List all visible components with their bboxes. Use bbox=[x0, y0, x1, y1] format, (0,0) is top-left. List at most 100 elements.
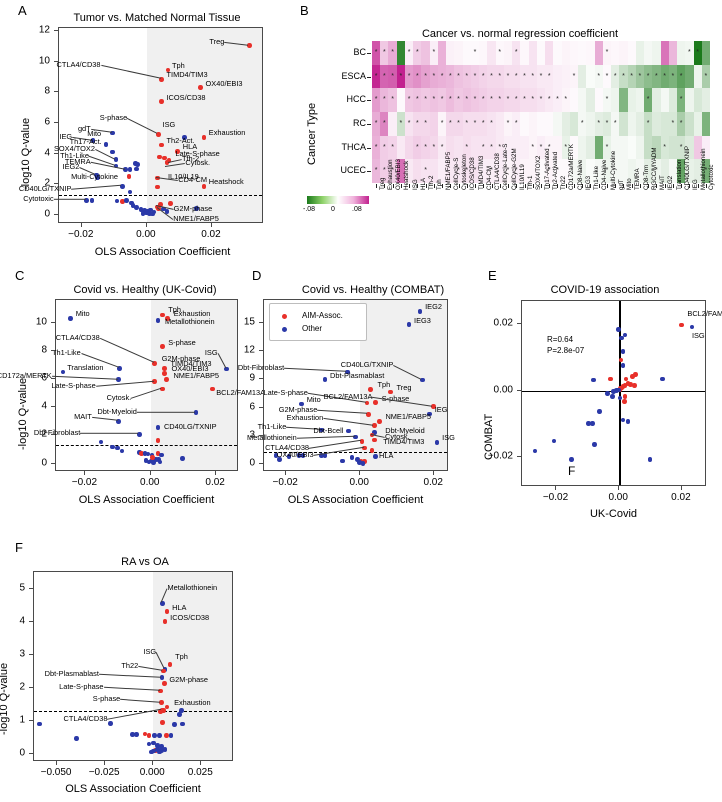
heatmap-cell bbox=[404, 135, 414, 160]
point-annotation: ICOS/CD38 bbox=[166, 92, 206, 102]
heatmap-column-tick bbox=[672, 184, 674, 188]
heatmap-cell bbox=[454, 41, 464, 66]
legend-dot-other bbox=[282, 327, 287, 332]
point-annotation: TIMD4/TIM3 bbox=[383, 436, 425, 446]
heatmap-column-tick bbox=[623, 184, 625, 188]
significance-star: * bbox=[391, 72, 394, 80]
data-point bbox=[353, 434, 359, 440]
point-annotation: Th17-Act. bbox=[69, 137, 102, 147]
heatmap-cell bbox=[429, 135, 439, 160]
data-point bbox=[610, 394, 615, 399]
heatmap-cell bbox=[693, 112, 703, 137]
data-point bbox=[146, 733, 152, 738]
panel-a-title: Tumor vs. Matched Normal Tissue bbox=[73, 12, 241, 24]
data-point bbox=[371, 423, 377, 428]
point-annotation: Late-S-phase bbox=[59, 681, 104, 691]
data-point bbox=[155, 747, 160, 753]
heatmap-cell bbox=[437, 64, 447, 89]
data-point bbox=[631, 383, 637, 388]
x-axis-tick-label: 0.00 bbox=[140, 477, 160, 488]
heatmap-cell bbox=[495, 135, 505, 160]
heatmap-cell bbox=[652, 112, 662, 137]
data-point bbox=[159, 700, 164, 705]
y-axis-tick-label: 0.00 bbox=[493, 384, 513, 396]
data-point bbox=[209, 386, 215, 392]
y-axis-tick bbox=[259, 378, 263, 380]
heatmap-cell bbox=[470, 88, 480, 113]
significance-star: * bbox=[457, 119, 460, 127]
data-point bbox=[590, 420, 595, 426]
heatmap-cell bbox=[487, 159, 497, 183]
heatmap-cell bbox=[578, 88, 587, 113]
data-point bbox=[247, 43, 252, 48]
heatmap-cell bbox=[487, 64, 497, 89]
significance-star: * bbox=[564, 96, 568, 104]
data-point bbox=[159, 77, 164, 82]
point-annotation: OX40/EBI3 bbox=[276, 449, 314, 459]
y-axis-tick bbox=[259, 463, 263, 465]
heatmap-cell bbox=[569, 159, 579, 183]
significance-star: * bbox=[514, 119, 518, 127]
heatmap-cell bbox=[536, 88, 546, 113]
point-annotation: Late-S-phase bbox=[175, 149, 220, 159]
data-point bbox=[117, 366, 123, 371]
heatmap-cell bbox=[586, 41, 596, 66]
heatmap-cell bbox=[462, 88, 472, 113]
x-axis-tick bbox=[618, 486, 620, 490]
heatmap-cell bbox=[380, 159, 390, 183]
y-axis-tick-label: 0.02 bbox=[493, 317, 513, 329]
point-annotation: ISG bbox=[143, 647, 157, 657]
heatmap-cell bbox=[611, 88, 620, 113]
heatmap-cell bbox=[372, 41, 381, 66]
panel-b-colorbar bbox=[307, 196, 369, 204]
panel-c-ylabel: -log10 Q-value bbox=[17, 377, 29, 450]
data-point bbox=[647, 457, 653, 463]
data-point bbox=[164, 160, 170, 165]
heatmap-cell bbox=[495, 41, 505, 66]
data-point bbox=[660, 376, 665, 382]
point-annotation: Cytosk. bbox=[106, 392, 132, 402]
data-point bbox=[159, 675, 165, 681]
heatmap-cell bbox=[470, 159, 480, 183]
panel-f-title: RA vs OA bbox=[121, 556, 169, 568]
point-annotation: IEG bbox=[59, 131, 73, 141]
data-point bbox=[160, 668, 166, 674]
y-axis-tick-label: 9 bbox=[249, 372, 255, 384]
heatmap-column-tick bbox=[425, 184, 427, 188]
data-point bbox=[616, 326, 621, 332]
data-point bbox=[95, 175, 100, 180]
data-point bbox=[109, 444, 115, 450]
data-point bbox=[165, 67, 171, 73]
heatmap-cell bbox=[644, 159, 653, 183]
y-axis-tick-label: 6 bbox=[249, 401, 255, 413]
data-point bbox=[162, 366, 167, 371]
point-annotation: Dbt-Myeloid bbox=[97, 406, 137, 416]
heatmap-cell bbox=[512, 135, 521, 160]
significance-star: * bbox=[473, 48, 477, 56]
heatmap-row-label: RC bbox=[353, 117, 366, 128]
significance-star: * bbox=[407, 119, 411, 127]
panel-d-xlabel: OLS Association Coefficient bbox=[287, 494, 424, 506]
heatmap-cell bbox=[429, 112, 439, 137]
data-point bbox=[110, 149, 115, 155]
significance-star: * bbox=[432, 96, 436, 104]
y-axis-tick bbox=[51, 377, 55, 379]
heatmap-column-tick bbox=[598, 184, 600, 188]
heatmap-cell bbox=[413, 159, 423, 183]
point-annotation: Tfh-2 bbox=[181, 153, 200, 163]
point-annotation: Multi-Cytokine bbox=[71, 171, 118, 181]
data-point bbox=[618, 357, 624, 363]
significance-star: * bbox=[407, 48, 411, 56]
heatmap-cell bbox=[677, 112, 686, 137]
significance-star: * bbox=[506, 119, 510, 127]
data-point bbox=[162, 619, 168, 624]
heatmap-cell bbox=[668, 159, 678, 183]
significance-star: * bbox=[679, 143, 683, 151]
data-point bbox=[620, 363, 626, 369]
heatmap-cell bbox=[446, 88, 456, 113]
data-point bbox=[198, 85, 203, 91]
data-point bbox=[160, 601, 165, 606]
point-annotation: Dbt-Fibroblast bbox=[33, 428, 81, 438]
data-point bbox=[158, 688, 163, 694]
y-axis-tick-label: −0.02 bbox=[487, 450, 513, 462]
